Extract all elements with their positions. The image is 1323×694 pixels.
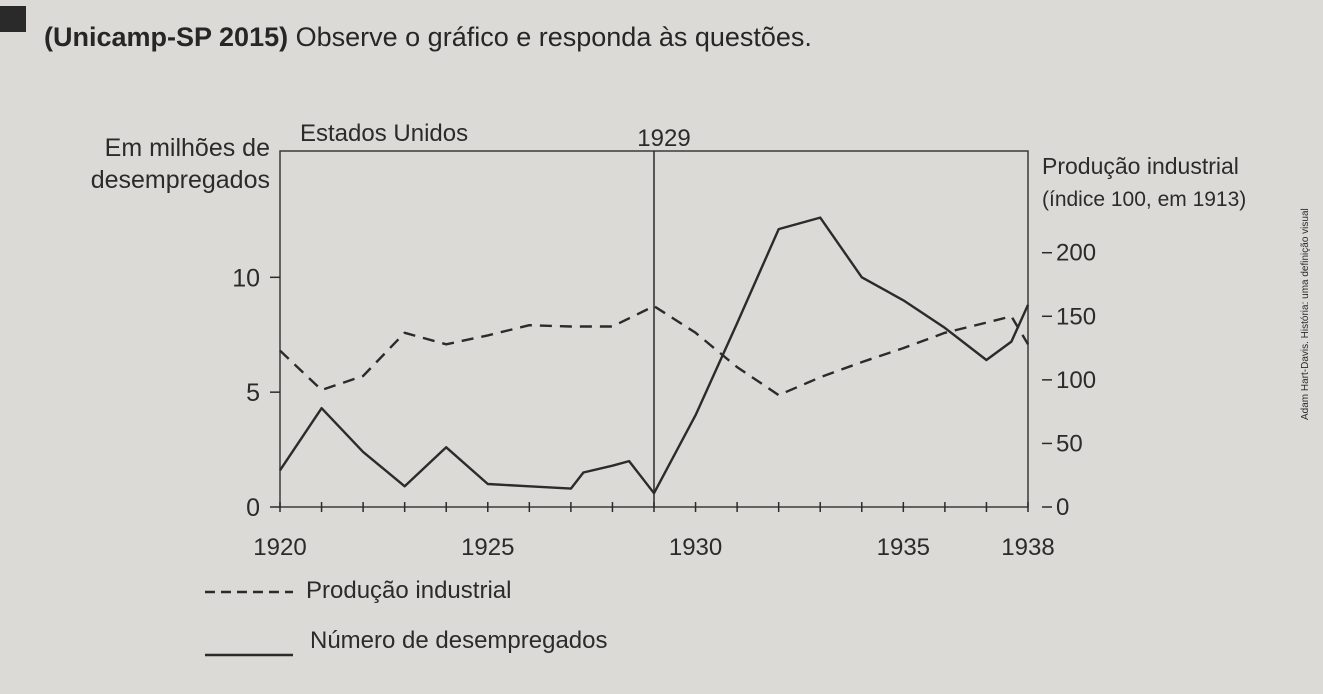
question-marker: [0, 6, 26, 32]
question-text: Observe o gráfico e responda às questões…: [295, 22, 812, 52]
x-tick-label-1920: 1920: [253, 534, 306, 561]
unemployment-line: [279, 216, 1030, 495]
right-axis-title-line-2: (índice 100, em 1913): [1042, 188, 1246, 211]
event-year-label: 1929: [637, 125, 690, 152]
industrial-production-line: [279, 304, 1030, 397]
right-tick-label-100: 100: [1056, 367, 1096, 394]
right-tick-label-150: 150: [1056, 303, 1096, 330]
x-tick-label-1938: 1938: [1001, 534, 1054, 561]
question-heading: (Unicamp-SP 2015) Observe o gráfico e re…: [44, 22, 812, 53]
right-tick-label-50: 50: [1056, 430, 1083, 457]
left-tick-label-5: 5: [246, 379, 260, 407]
x-tick-label-1935: 1935: [877, 534, 930, 561]
left-axis-title-line-1: Em milhões de: [105, 134, 270, 162]
right-axis-title-line-1: Produção industrial: [1042, 153, 1239, 179]
x-tick-label-1925: 1925: [461, 534, 514, 561]
right-tick-label-200: 200: [1056, 240, 1096, 267]
x-tick-label-1930: 1930: [669, 534, 722, 561]
question-source: (Unicamp-SP 2015): [44, 22, 289, 52]
left-tick-label-10: 10: [232, 264, 260, 292]
legend-label-unemployed: Número de desempregados: [310, 627, 608, 654]
right-tick-label-0: 0: [1056, 494, 1069, 521]
side-credit: Adam Hart-Davis. História: uma definição…: [1300, 208, 1311, 420]
side-credit-text: Adam Hart-Davis. História: uma definição…: [1300, 208, 1311, 420]
legend-label-production: Produção industrial: [306, 577, 511, 604]
left-tick-label-0: 0: [246, 494, 260, 522]
left-axis-title-line-2: desempregados: [91, 166, 270, 194]
chart-title: Estados Unidos: [300, 120, 468, 147]
